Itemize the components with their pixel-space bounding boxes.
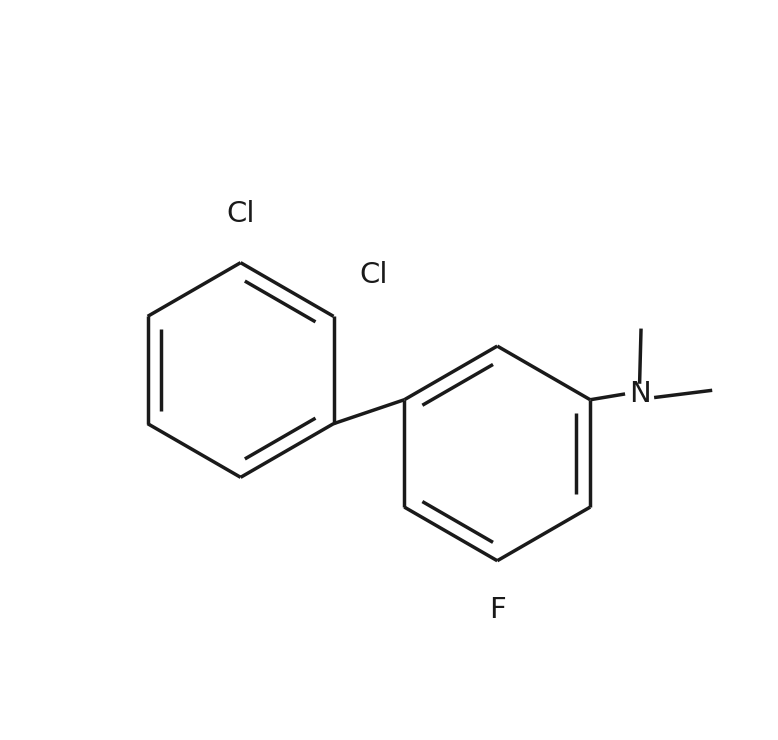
Text: N: N — [629, 380, 650, 408]
Text: Cl: Cl — [226, 200, 255, 228]
Text: Cl: Cl — [359, 260, 387, 289]
Text: F: F — [489, 596, 506, 624]
